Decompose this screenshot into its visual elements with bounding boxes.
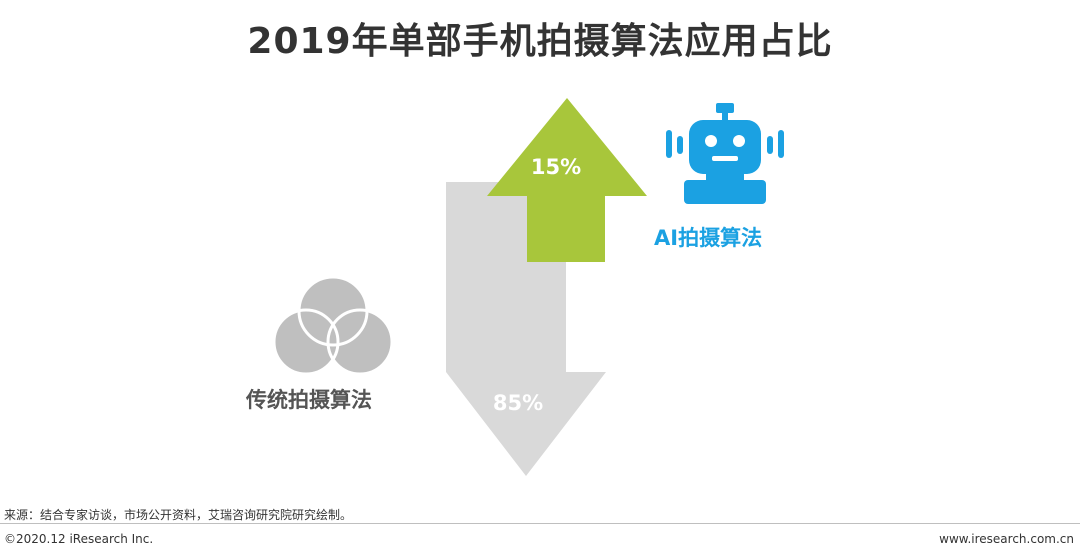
- robot-icon: [666, 103, 784, 204]
- footer-divider: [0, 523, 1080, 524]
- copyright-text: ©2020.12 iResearch Inc.: [4, 532, 154, 546]
- website-link[interactable]: www.iresearch.com.cn: [939, 532, 1074, 546]
- ai-share-value: 15%: [531, 155, 581, 179]
- ai-algorithm-label: AI拍摄算法: [654, 226, 763, 250]
- source-note: 来源：结合专家访谈，市场公开资料，艾瑞咨询研究院研究绘制。: [4, 508, 353, 522]
- traditional-share-value: 85%: [493, 391, 543, 415]
- traditional-algorithm-label: 传统拍摄算法: [246, 388, 372, 412]
- ai-share-arrow: [487, 98, 647, 262]
- venn-circles-icon: [272, 275, 394, 376]
- chart-title: 2019年单部手机拍摄算法应用占比: [247, 21, 833, 62]
